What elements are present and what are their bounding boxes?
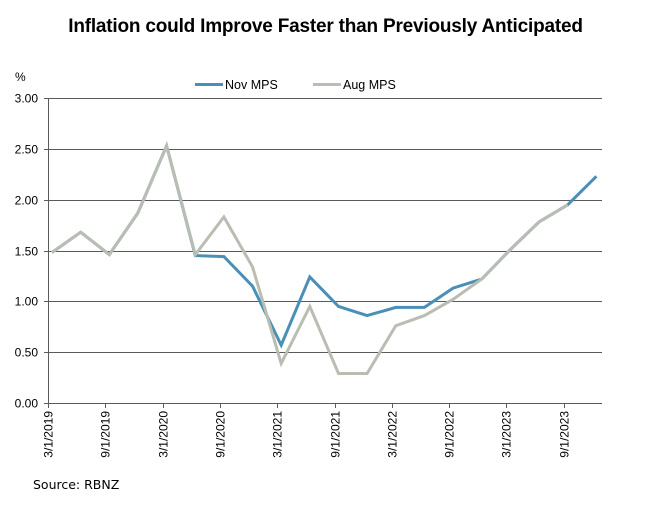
y-tick-label: 3.00 xyxy=(15,92,39,106)
legend-label: Nov MPS xyxy=(225,78,278,92)
y-tick-label: 2.50 xyxy=(15,143,39,157)
source-note: Source: RBNZ xyxy=(33,477,120,492)
legend-label: Aug MPS xyxy=(343,78,396,92)
chart-title: Inflation could Improve Faster than Prev… xyxy=(68,16,583,37)
y-tick-label: 1.00 xyxy=(15,295,39,309)
x-tick-label: 9/1/2021 xyxy=(329,411,343,458)
x-tick-label: 9/1/2020 xyxy=(214,411,228,458)
y-tick-label: 1.50 xyxy=(15,245,39,259)
x-tick-label: 9/1/2019 xyxy=(99,411,113,458)
y-tick-label: 0.00 xyxy=(15,397,39,411)
x-tick-label: 3/1/2023 xyxy=(500,411,514,458)
y-tick-label: 2.00 xyxy=(15,194,39,208)
x-tick-label: 9/1/2022 xyxy=(443,411,457,458)
y-tick-label: 0.50 xyxy=(15,346,39,360)
y-axis-label: % xyxy=(15,70,26,84)
x-tick-label: 3/1/2021 xyxy=(271,411,285,458)
series-line-aug-mps xyxy=(51,141,569,375)
x-tick-label: 3/1/2022 xyxy=(386,411,400,458)
x-tick-label: 9/1/2023 xyxy=(558,411,572,458)
x-tick-label: 3/1/2019 xyxy=(42,411,56,458)
x-tick-label: 3/1/2020 xyxy=(157,411,171,458)
